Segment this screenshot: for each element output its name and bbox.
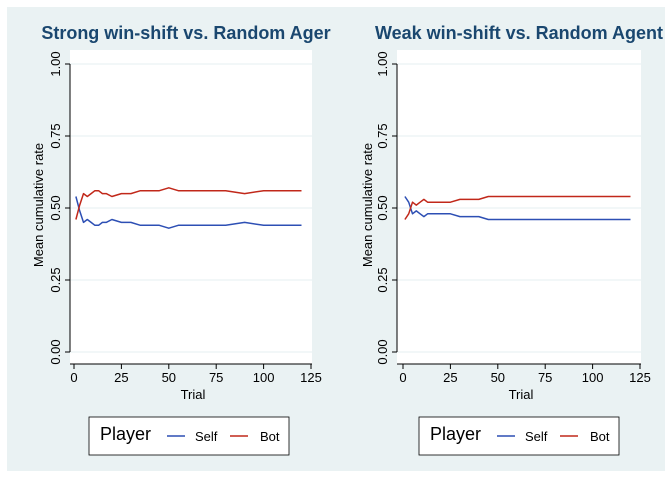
series-line-bot-2	[404, 195, 631, 220]
x-tick-label-2-1: 25	[443, 370, 457, 385]
x-axis-label-2: Trial	[509, 387, 534, 402]
x-tick-label-1-4: 100	[253, 370, 275, 385]
legend-label-bot-2: Bot	[590, 429, 610, 444]
x-axis-1: 0 25 50 75 100 125	[70, 363, 322, 385]
y-tick-label-1-3: 0.75	[48, 123, 63, 148]
series-lines-2	[404, 195, 631, 221]
y-tick-label-1-4: 1.00	[48, 51, 63, 76]
plot-area-2	[397, 50, 641, 364]
plot-area-1	[70, 50, 312, 364]
series-line-self-2	[404, 196, 631, 221]
legend-box-1	[88, 416, 290, 456]
legend-label-self-1: Self	[195, 429, 218, 444]
x-axis-2: 0 25 50 75 100 125	[397, 363, 651, 385]
legend-box-2	[418, 416, 620, 456]
y-tick-label-2-0: 0.00	[375, 339, 390, 364]
x-tick-label-1-0: 0	[70, 370, 77, 385]
y-tick-label-1-0: 0.00	[48, 339, 63, 364]
series-line-bot-1	[75, 187, 302, 220]
y-axis-1: 0.00 0.25 0.50 0.75 1.00	[48, 51, 71, 365]
x-tick-label-2-5: 125	[629, 370, 651, 385]
y-tick-label-2-2: 0.50	[375, 195, 390, 220]
x-tick-label-2-2: 50	[491, 370, 505, 385]
y-tick-label-2-4: 1.00	[375, 51, 390, 76]
x-tick-label-2-0: 0	[399, 370, 406, 385]
x-tick-label-1-1: 25	[114, 370, 128, 385]
gridlines-1	[70, 63, 312, 353]
chart-title-2: Weak win-shift vs. Random Agent	[375, 23, 663, 43]
x-tick-label-1-2: 50	[162, 370, 176, 385]
legend-1: Player Self Bot	[88, 416, 290, 456]
chart-panel-1: Strong win-shift vs. Random Ager 0.00 0.2…	[31, 23, 331, 456]
x-tick-label-1-3: 75	[209, 370, 223, 385]
y-axis-label-1: Mean cumulative rate	[31, 143, 46, 267]
y-tick-label-2-1: 0.25	[375, 267, 390, 292]
legend-title-1: Player	[100, 424, 151, 444]
x-tick-label-2-3: 75	[538, 370, 552, 385]
legend-label-self-2: Self	[525, 429, 548, 444]
x-axis-label-1: Trial	[181, 387, 206, 402]
series-line-self-1	[75, 196, 302, 229]
y-tick-label-1-1: 0.25	[48, 267, 63, 292]
series-lines-1	[75, 187, 302, 229]
y-axis-label-2: Mean cumulative rate	[360, 143, 375, 267]
chart-title-1: Strong win-shift vs. Random Ager	[41, 23, 330, 43]
legend-2: Player Self Bot	[418, 416, 620, 456]
x-tick-label-2-4: 100	[582, 370, 604, 385]
gridlines-2	[397, 63, 641, 353]
x-tick-label-1-5: 125	[300, 370, 322, 385]
y-tick-label-1-2: 0.50	[48, 195, 63, 220]
chart-panel-2: Weak win-shift vs. Random Agent 0.00 0.25…	[360, 23, 663, 456]
y-tick-label-2-3: 0.75	[375, 123, 390, 148]
legend-label-bot-1: Bot	[260, 429, 280, 444]
legend-title-2: Player	[430, 424, 481, 444]
y-axis-2: 0.00 0.25 0.50 0.75 1.00	[375, 51, 398, 365]
